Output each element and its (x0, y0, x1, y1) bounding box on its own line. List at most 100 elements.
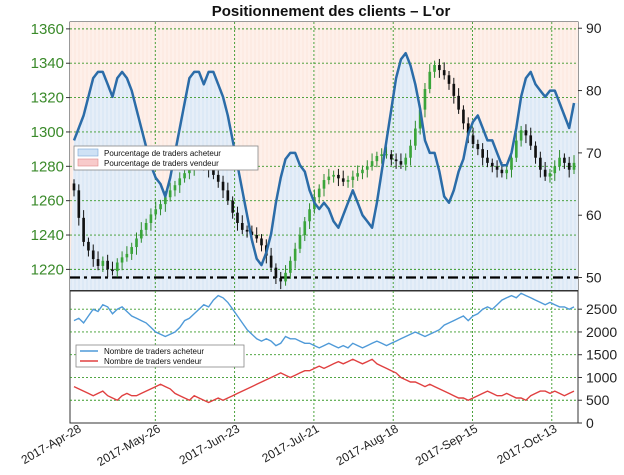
candle-body (418, 109, 422, 129)
candle-body (101, 260, 105, 266)
candle-body (543, 169, 547, 177)
candle-body (178, 178, 182, 186)
candle-body (154, 209, 158, 215)
candle-body (149, 214, 153, 223)
candle-body (505, 169, 509, 174)
candle-body (111, 269, 114, 272)
candle-body (481, 149, 484, 158)
candle-body (476, 143, 480, 150)
right-tick-label: 2500 (586, 301, 617, 317)
candle-body (91, 250, 95, 260)
candle-body (500, 169, 504, 174)
candle-body (495, 166, 499, 170)
right-tick-label: 50 (586, 270, 602, 286)
legend-label-sellers-count: Nombre de traders vendeur (104, 357, 202, 366)
left-tick-label: 1280 (31, 158, 64, 175)
candle-body (289, 260, 292, 273)
candle-body (404, 157, 408, 165)
x-tick-label: 2017-Sep-15 (413, 421, 480, 468)
candle-body (183, 173, 186, 179)
candle-body (356, 173, 359, 177)
left-tick-label: 1340 (31, 55, 64, 72)
candle-body (115, 262, 119, 272)
candle-body (572, 162, 576, 170)
candle-body (188, 168, 191, 174)
candle-body (351, 176, 355, 181)
candle-body (298, 235, 302, 249)
candle-body (284, 272, 287, 282)
candle-body (486, 157, 489, 163)
left-tick-label: 1300 (31, 124, 64, 141)
candle-body (409, 145, 412, 158)
candle-body (380, 154, 384, 156)
candle-body (442, 70, 446, 76)
right-tick-label: 1500 (586, 347, 617, 363)
right-tick-label: 0 (586, 415, 594, 431)
bottom-legend: Nombre de traders acheteur Nombre de tra… (75, 344, 245, 368)
candle-body (274, 267, 278, 278)
right-percentage-axis: 50 60 70 80 90 (578, 20, 602, 286)
left-price-axis: 1220 1240 1260 1280 1300 1320 1340 1360 (31, 21, 70, 278)
candle-body (567, 162, 571, 170)
candle-body (87, 241, 90, 251)
candle-body (529, 135, 533, 146)
candle-body (452, 83, 456, 96)
candle-body (375, 156, 379, 162)
top-panel-grid (70, 22, 578, 290)
candle-body (82, 217, 85, 242)
candle-body (293, 248, 297, 261)
legend-swatch-sellers-pct (77, 158, 99, 167)
candle-body (548, 173, 552, 177)
candle-body (428, 71, 432, 89)
candle-body (173, 185, 177, 191)
candle-body (524, 130, 528, 136)
candle-body (370, 161, 374, 167)
candle-body (240, 223, 244, 230)
candle-body (96, 259, 100, 266)
candle-body (135, 238, 138, 248)
x-tick-label: 2017-Aug-18 (334, 421, 401, 468)
candle-body (120, 257, 124, 263)
candle-body (471, 135, 475, 144)
candle-body (385, 154, 388, 156)
legend-label-sellers-pct: Pourcentage de traders vendeur (104, 159, 219, 168)
candle-body (236, 212, 239, 223)
candle-body (327, 176, 331, 181)
candle-body (130, 247, 134, 254)
candle-body (514, 140, 518, 158)
buyers-count-line (73, 292, 575, 349)
candle-body (438, 64, 441, 71)
candle-body (534, 145, 537, 158)
candle-body (250, 231, 254, 236)
candle-body (303, 221, 307, 236)
candle-body (255, 235, 259, 239)
candle-body (361, 169, 364, 174)
x-tick-label: 2017-Jun-23 (177, 421, 243, 467)
candle-body (139, 229, 143, 239)
candle-body (519, 130, 523, 141)
right-tick-label: 60 (586, 207, 602, 223)
candle-body (77, 190, 81, 218)
right-tick-label: 1000 (586, 369, 617, 385)
right-tick-label: 2000 (586, 324, 617, 340)
candle-body (245, 229, 249, 232)
candle-body (72, 183, 76, 191)
candle-body (457, 95, 460, 110)
candle-body (341, 178, 345, 182)
candle-body (226, 190, 230, 201)
candle-body (490, 162, 494, 167)
candle-body (433, 64, 436, 72)
candle-body (317, 188, 321, 198)
candle-body (221, 181, 225, 191)
right-tick-label: 90 (586, 20, 602, 36)
candle-body (216, 174, 220, 182)
candle-body (423, 89, 427, 110)
candle-body (553, 166, 557, 174)
candle-body (231, 200, 234, 213)
candle-body (144, 223, 148, 230)
x-tick-label: 2017-Jul-21 (260, 421, 322, 465)
candle-body (399, 161, 403, 165)
legend-label-buyers-pct: Pourcentage de traders acheteur (104, 149, 221, 158)
legend-label-buyers-count: Nombre de traders acheteur (104, 347, 204, 356)
